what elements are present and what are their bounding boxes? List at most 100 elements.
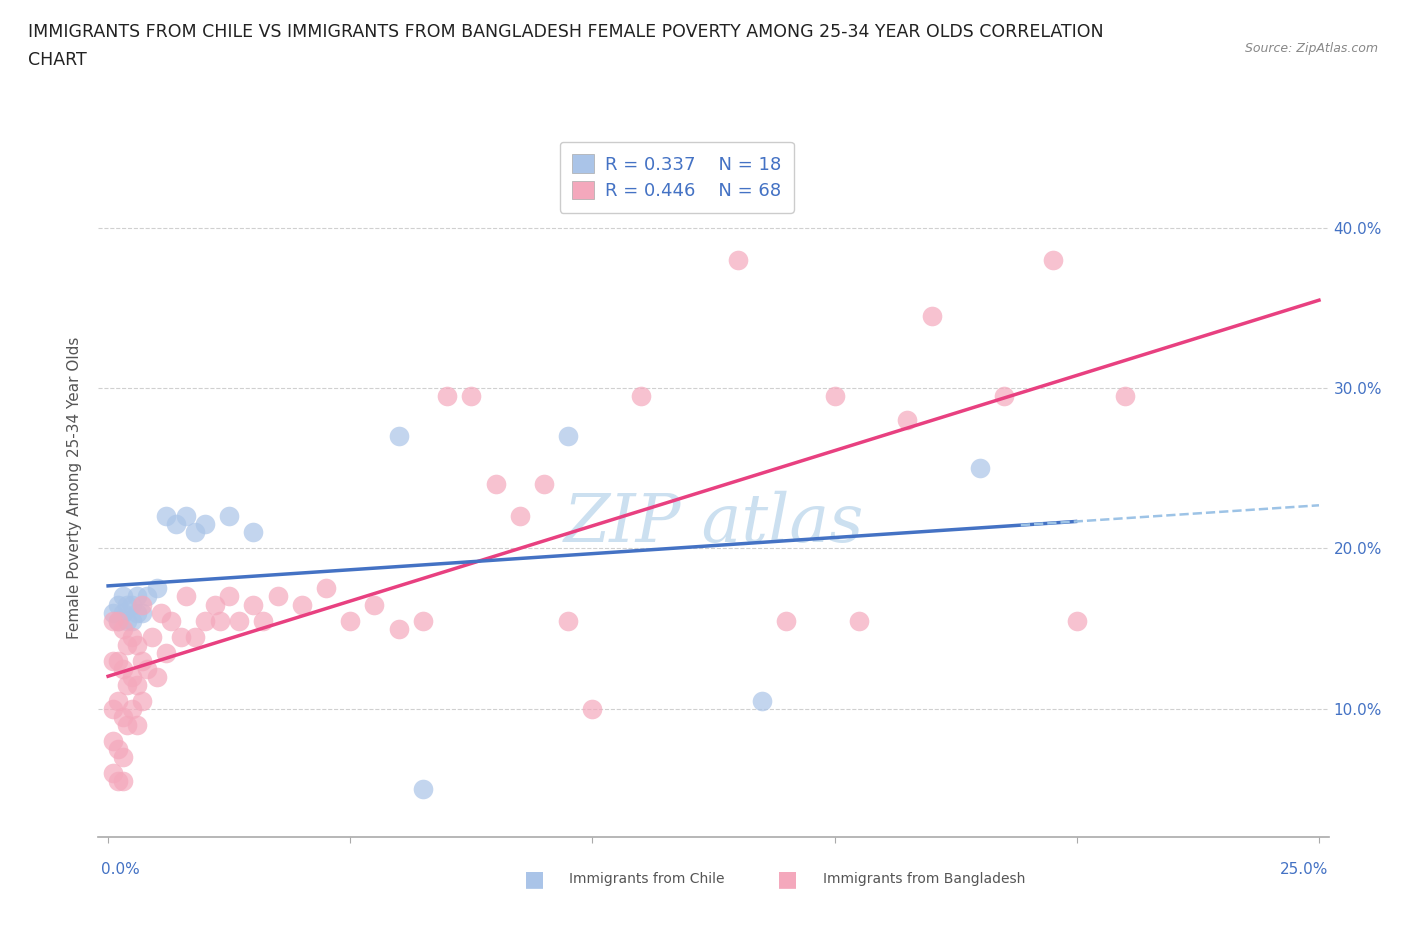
Point <box>266 589 288 604</box>
Point <box>131 597 153 612</box>
Point <box>993 389 1015 404</box>
Point <box>107 613 129 628</box>
Point <box>1042 252 1064 267</box>
Point <box>630 389 652 404</box>
Point <box>896 413 918 428</box>
Point <box>117 613 139 628</box>
Point <box>121 629 143 644</box>
Point <box>101 765 124 780</box>
Text: CHART: CHART <box>28 51 87 69</box>
Point <box>111 589 134 604</box>
Y-axis label: Female Poverty Among 25-34 Year Olds: Female Poverty Among 25-34 Year Olds <box>67 337 83 640</box>
Point <box>107 597 129 612</box>
Point <box>291 597 314 612</box>
Point <box>315 581 337 596</box>
Point <box>484 477 506 492</box>
Point <box>727 252 749 267</box>
Point <box>127 677 149 692</box>
Point <box>388 429 411 444</box>
Point <box>101 605 124 620</box>
Point <box>557 429 579 444</box>
Point <box>101 701 124 716</box>
Point <box>412 781 434 796</box>
Point <box>127 605 149 620</box>
Point <box>111 710 134 724</box>
Point <box>111 750 134 764</box>
Point <box>117 597 139 612</box>
Point <box>174 509 197 524</box>
Point <box>218 589 240 604</box>
Point <box>533 477 555 492</box>
Point <box>228 613 250 628</box>
Point <box>131 605 153 620</box>
Point <box>509 509 531 524</box>
Point <box>101 653 124 668</box>
Point <box>412 613 434 628</box>
Point <box>208 613 231 628</box>
Point <box>127 637 149 652</box>
Point <box>160 613 183 628</box>
Point <box>388 621 411 636</box>
Point <box>557 613 579 628</box>
Point <box>121 613 143 628</box>
Point <box>145 581 167 596</box>
Point <box>127 717 149 732</box>
Point <box>117 637 139 652</box>
Point <box>117 717 139 732</box>
Point <box>165 517 187 532</box>
Point <box>111 774 134 789</box>
Point <box>101 613 124 628</box>
Point <box>155 645 177 660</box>
Text: ■: ■ <box>778 869 797 889</box>
Point <box>107 653 129 668</box>
Point <box>1066 613 1088 628</box>
Point <box>1114 389 1136 404</box>
Point <box>775 613 797 628</box>
Point <box>101 734 124 749</box>
Point <box>121 701 143 716</box>
Point <box>145 670 167 684</box>
Point <box>194 517 217 532</box>
Point <box>107 774 129 789</box>
Point <box>111 605 134 620</box>
Point <box>848 613 870 628</box>
Point <box>131 693 153 708</box>
Point <box>751 693 773 708</box>
Point <box>363 597 385 612</box>
Text: 25.0%: 25.0% <box>1281 862 1329 877</box>
Point <box>111 661 134 676</box>
Legend: R = 0.337    N = 18, R = 0.446    N = 68: R = 0.337 N = 18, R = 0.446 N = 68 <box>560 141 793 213</box>
Point <box>107 693 129 708</box>
Point <box>127 589 149 604</box>
Point <box>436 389 458 404</box>
Point <box>131 653 153 668</box>
Point <box>117 677 139 692</box>
Point <box>252 613 274 628</box>
Point <box>174 589 197 604</box>
Point <box>170 629 193 644</box>
Point <box>155 509 177 524</box>
Text: 0.0%: 0.0% <box>101 862 141 877</box>
Point <box>107 741 129 756</box>
Text: Immigrants from Bangladesh: Immigrants from Bangladesh <box>823 871 1025 886</box>
Point <box>194 613 217 628</box>
Text: ■: ■ <box>524 869 544 889</box>
Point <box>242 597 264 612</box>
Point <box>107 613 129 628</box>
Point <box>121 670 143 684</box>
Point <box>969 460 991 475</box>
Point <box>242 525 264 539</box>
Text: Source: ZipAtlas.com: Source: ZipAtlas.com <box>1244 42 1378 55</box>
Text: Immigrants from Chile: Immigrants from Chile <box>569 871 725 886</box>
Point <box>150 605 173 620</box>
Point <box>184 525 207 539</box>
Point <box>184 629 207 644</box>
Point <box>204 597 226 612</box>
Point <box>824 389 846 404</box>
Point <box>135 589 157 604</box>
Point <box>921 309 943 324</box>
Point <box>339 613 361 628</box>
Point <box>460 389 482 404</box>
Point <box>581 701 603 716</box>
Point <box>218 509 240 524</box>
